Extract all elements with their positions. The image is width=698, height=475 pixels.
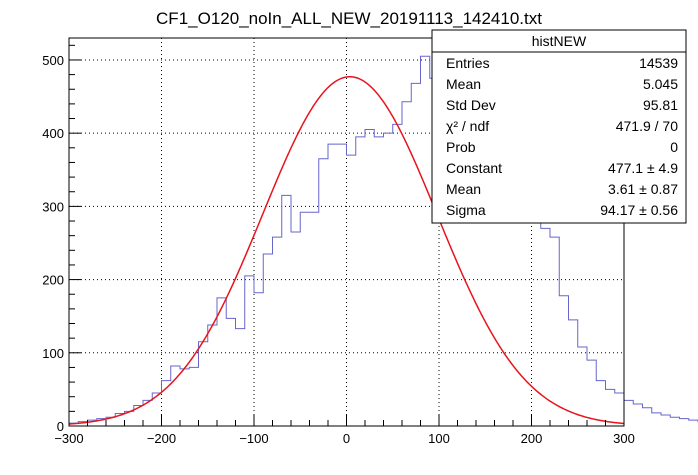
histogram-bin xyxy=(633,404,642,426)
histogram-bin xyxy=(587,360,596,426)
histogram-bin xyxy=(328,144,337,426)
histogram-bin xyxy=(689,420,698,426)
histogram-bin xyxy=(199,342,208,426)
histogram-bin xyxy=(226,318,235,426)
histogram-bin xyxy=(643,408,652,426)
stats-value: 477.1 ± 4.9 xyxy=(608,160,678,176)
stats-box-frame xyxy=(431,29,687,224)
gaussian-fit xyxy=(68,75,625,425)
histogram-bin xyxy=(254,293,263,426)
histogram-bin xyxy=(300,212,309,426)
histogram-bin xyxy=(347,155,356,426)
fit-curve xyxy=(68,75,625,425)
y-tick-label: 200 xyxy=(42,273,64,288)
histogram-bin xyxy=(550,237,559,426)
histogram-bin xyxy=(652,413,661,426)
stats-box: histNEW Entries 14539 Mean 5.045 Std Dev 95.81… xyxy=(431,29,687,224)
histogram-bin xyxy=(189,367,198,426)
y-tick-label: 500 xyxy=(42,53,64,68)
stats-label: Prob xyxy=(446,139,476,155)
stats-label: Constant xyxy=(446,160,502,176)
x-tick-label: 300 xyxy=(613,431,635,446)
histogram-bin xyxy=(337,144,346,426)
histogram-bin xyxy=(273,237,282,426)
stats-value: 95.81 xyxy=(643,97,678,113)
stats-value: 14539 xyxy=(639,55,678,71)
histogram-bin xyxy=(310,212,319,426)
x-tick-label: 100 xyxy=(428,431,450,446)
x-tick-label: 200 xyxy=(521,431,543,446)
histogram-bin xyxy=(208,325,217,426)
x-tick-label: −200 xyxy=(147,431,176,446)
histogram-bin xyxy=(606,389,615,426)
histogram-bin xyxy=(522,195,531,426)
histogram-bin xyxy=(559,296,568,426)
histogram-bin xyxy=(411,83,420,426)
histogram-bin xyxy=(180,369,189,426)
histogram-bin xyxy=(374,137,383,426)
histogram-bin xyxy=(624,400,633,426)
histogram-bin xyxy=(365,130,374,426)
histogram-bin xyxy=(217,298,226,426)
x-tick-label: −300 xyxy=(54,431,83,446)
stats-label: χ² / ndf xyxy=(446,118,489,134)
histogram-bin xyxy=(569,320,578,426)
histogram-bin xyxy=(245,276,254,426)
y-tick-label: 300 xyxy=(42,199,64,214)
stats-label: Entries xyxy=(446,55,490,71)
stats-label: Sigma xyxy=(446,202,486,218)
stats-value: 3.61 ± 0.87 xyxy=(608,181,678,197)
stats-value: 94.17 ± 0.56 xyxy=(600,202,678,218)
x-tick-label: −100 xyxy=(239,431,268,446)
x-tick-label: 0 xyxy=(343,431,350,446)
y-tick-label: 100 xyxy=(42,346,64,361)
stats-value: 471.9 / 70 xyxy=(616,118,678,134)
stats-box-title: histNEW xyxy=(532,33,587,49)
histogram-bin xyxy=(578,347,587,426)
axes: −300 −200 −100 0 100 200 300 0 100 200 300 400 500 xyxy=(42,44,635,446)
histogram-bin xyxy=(670,417,679,426)
histogram-bin xyxy=(680,419,689,426)
histogram-bin xyxy=(661,415,670,426)
histogram-bin xyxy=(615,393,624,426)
histogram-bin xyxy=(384,133,393,426)
histogram-bin xyxy=(282,195,291,426)
histogram-bin xyxy=(356,137,365,426)
histogram-bin xyxy=(236,329,245,426)
y-tick-label: 400 xyxy=(42,126,64,141)
histogram-bin xyxy=(291,232,300,426)
histogram-bin xyxy=(319,159,328,426)
y-tick-label: 0 xyxy=(57,419,64,434)
chart-title: CF1_O120_noIn_ALL_NEW_20191113_142410.tx… xyxy=(156,9,542,28)
stats-value: 5.045 xyxy=(643,76,678,92)
histogram-bin xyxy=(393,124,402,426)
histogram-bin xyxy=(421,56,430,426)
stats-label: Std Dev xyxy=(446,97,496,113)
stats-label: Mean xyxy=(446,76,481,92)
stats-label: Mean xyxy=(446,181,481,197)
stats-value: 0 xyxy=(670,139,678,155)
histogram-bin xyxy=(263,254,272,426)
